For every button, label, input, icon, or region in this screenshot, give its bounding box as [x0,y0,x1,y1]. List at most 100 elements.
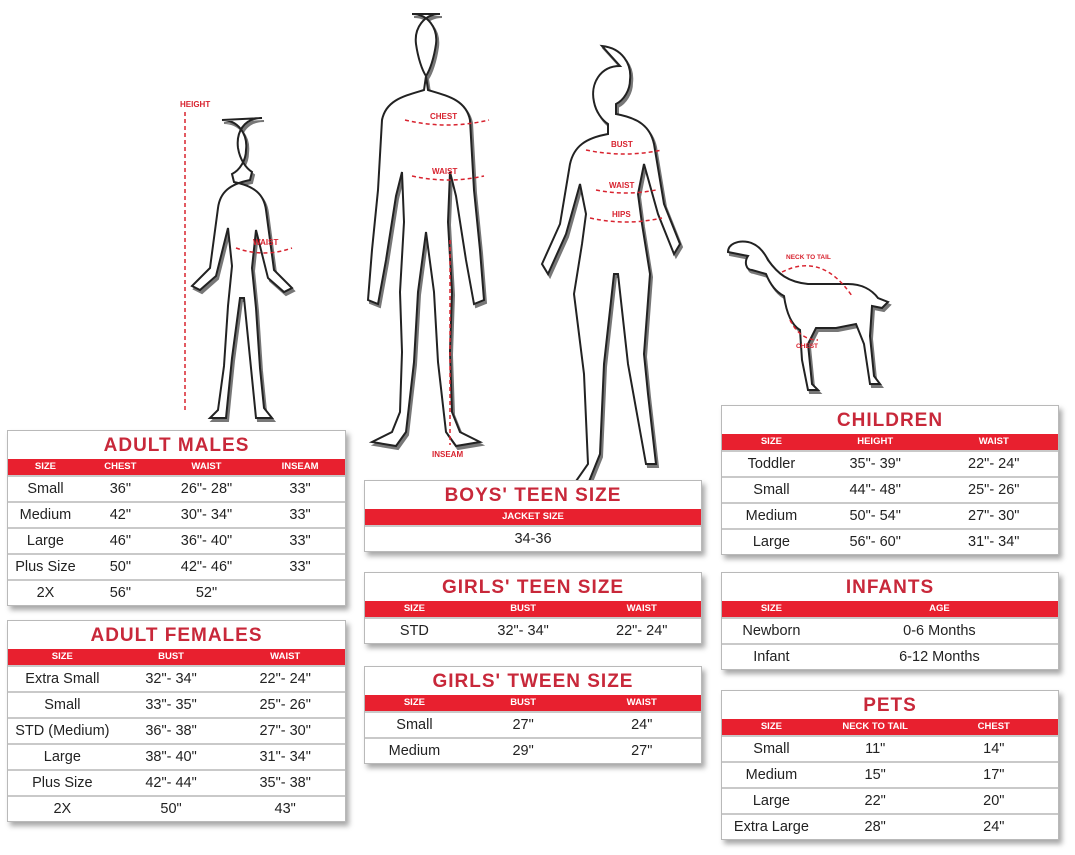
table-cell: 2X [36,585,55,601]
table-cell: Extra Large [733,819,809,835]
table-row: Medium 29" 27" [365,737,701,763]
column-header: WAIST [191,461,222,472]
table-cell: Infant [753,649,790,665]
column-header: SIZE [760,436,782,447]
table-row: Plus Size 42"- 44" 35"- 38" [8,769,345,795]
table-cell: 35"- 39" [849,456,901,472]
table-cell: 36"- 38" [145,723,197,739]
table-row: Medium 15" 17" [722,761,1058,787]
woman-waist-line [595,189,657,194]
table-title: CHILDREN [836,410,944,431]
column-header: WAIST [626,603,657,614]
adult-males-table: ADULT MALES SIZE CHEST WAIST INSEAM Small 36" 2… [7,430,346,606]
column-header: SIZE [51,651,73,662]
table-cell: 22" [864,793,886,809]
table-cell: Extra Small [25,671,100,687]
table-cell: 30"- 34" [180,507,233,523]
column-header: WAIST [978,436,1009,447]
table-cell: Medium [19,507,72,523]
table-header: SIZE HEIGHT WAIST [722,434,1058,450]
infants-table: INFANTS SIZE AGE Newborn 0-6 Months Infant 6-1… [721,572,1059,670]
body-figures [184,13,890,480]
table-cell: 34-36 [514,531,552,547]
table-cell: 56" [109,585,131,601]
child-silhouette [190,117,294,419]
column-header: NECK TO TAIL [842,721,908,732]
table-cell: Medium [745,508,798,524]
table-cell: Large [43,749,81,765]
table-cell: Small [753,741,790,757]
table-cell: 42"- 44" [145,775,197,791]
woman-silhouette [540,44,682,480]
chest-label: CHEST [796,343,819,350]
column-header: SIZE [760,721,782,732]
table-cell: 35"- 38" [259,775,311,791]
woman-bust-line [585,149,663,155]
bust-label: BUST [611,140,633,149]
table-row: Extra Large 28" 24" [722,813,1058,839]
table-title: ADULT MALES [103,435,250,456]
table-cell: 31"- 34" [968,534,1020,550]
table-cell: 14" [983,741,1005,757]
chest-label: CHEST [430,112,458,121]
table-header: SIZE CHEST WAIST INSEAM [8,459,345,475]
table-row: Toddler 35"- 39" 22"- 24" [722,450,1058,476]
column-header: CHEST [104,461,137,472]
table-row: Newborn 0-6 Months [722,617,1058,643]
table-cell: 22"- 24" [616,623,668,639]
waist-label: WAIST [609,181,635,190]
inseam-label: INSEAM [432,450,464,459]
table-row: Plus Size 50" 42"- 46" 33" [8,553,345,579]
table-cell: Large [26,533,64,549]
column-header: WAIST [270,651,301,662]
table-cell: Medium [745,767,798,783]
table-row: Medium 50"- 54" 27"- 30" [722,502,1058,528]
table-cell: 44"- 48" [849,482,901,498]
table-cell [255,581,345,605]
table-header: JACKET SIZE [365,509,701,525]
table-cell: 42" [109,507,131,523]
column-header: SIZE [403,697,425,708]
table-cell: Large [752,534,790,550]
table-row: Large 38"- 40" 31"- 34" [8,743,345,769]
table-row: Large 56"- 60" 31"- 34" [722,528,1058,554]
table-row: Small 33"- 35" 25"- 26" [8,691,345,717]
table-cell: 36"- 40" [180,533,233,549]
table-cell: 50"- 54" [849,508,901,524]
table-cell: 0-6 Months [903,623,976,639]
table-row: 34-36 [365,525,701,551]
table-cell: 29" [512,743,534,759]
table-row: STD 32"- 34" 22"- 24" [365,617,701,643]
table-cell: 22"- 24" [968,456,1020,472]
column-header: INSEAM [281,461,319,472]
table-row: Infant 6-12 Months [722,643,1058,669]
column-header: BUST [510,697,537,708]
table-row: STD (Medium) 36"- 38" 27"- 30" [8,717,345,743]
column-header: AGE [929,603,950,614]
table-cell: 33" [289,559,311,575]
table-cell: 27"- 30" [259,723,311,739]
table-cell: 26"- 28" [180,481,233,497]
column-header: CHEST [977,721,1010,732]
table-cell: STD [399,623,429,639]
table-cell: 32"- 34" [145,671,197,687]
table-cell: 43" [274,801,296,817]
table-row: Small 27" 24" [365,711,701,737]
neck-to-tail-label: NECK TO TAIL [786,254,831,261]
table-cell: 2X [53,801,72,817]
table-cell: 27"- 30" [968,508,1020,524]
table-cell: 50" [109,559,131,575]
table-title: BOYS' TEEN SIZE [444,485,622,506]
table-row: Small 11" 14" [722,735,1058,761]
table-row: Small 36" 26"- 28" 33" [8,475,345,501]
table-cell: 27" [512,717,534,733]
pets-table: PETS SIZE NECK TO TAIL CHEST Small 11" 14" Medi… [721,690,1059,840]
table-cell: Newborn [742,623,801,639]
table-cell: 52" [195,585,218,601]
height-label: HEIGHT [180,100,211,109]
table-cell: 32"- 34" [497,623,549,639]
table-row: Medium 42" 30"- 34" 33" [8,501,345,527]
table-cell: Plus Size [32,775,93,791]
hips-label: HIPS [612,210,631,219]
table-cell: STD (Medium) [15,723,110,739]
